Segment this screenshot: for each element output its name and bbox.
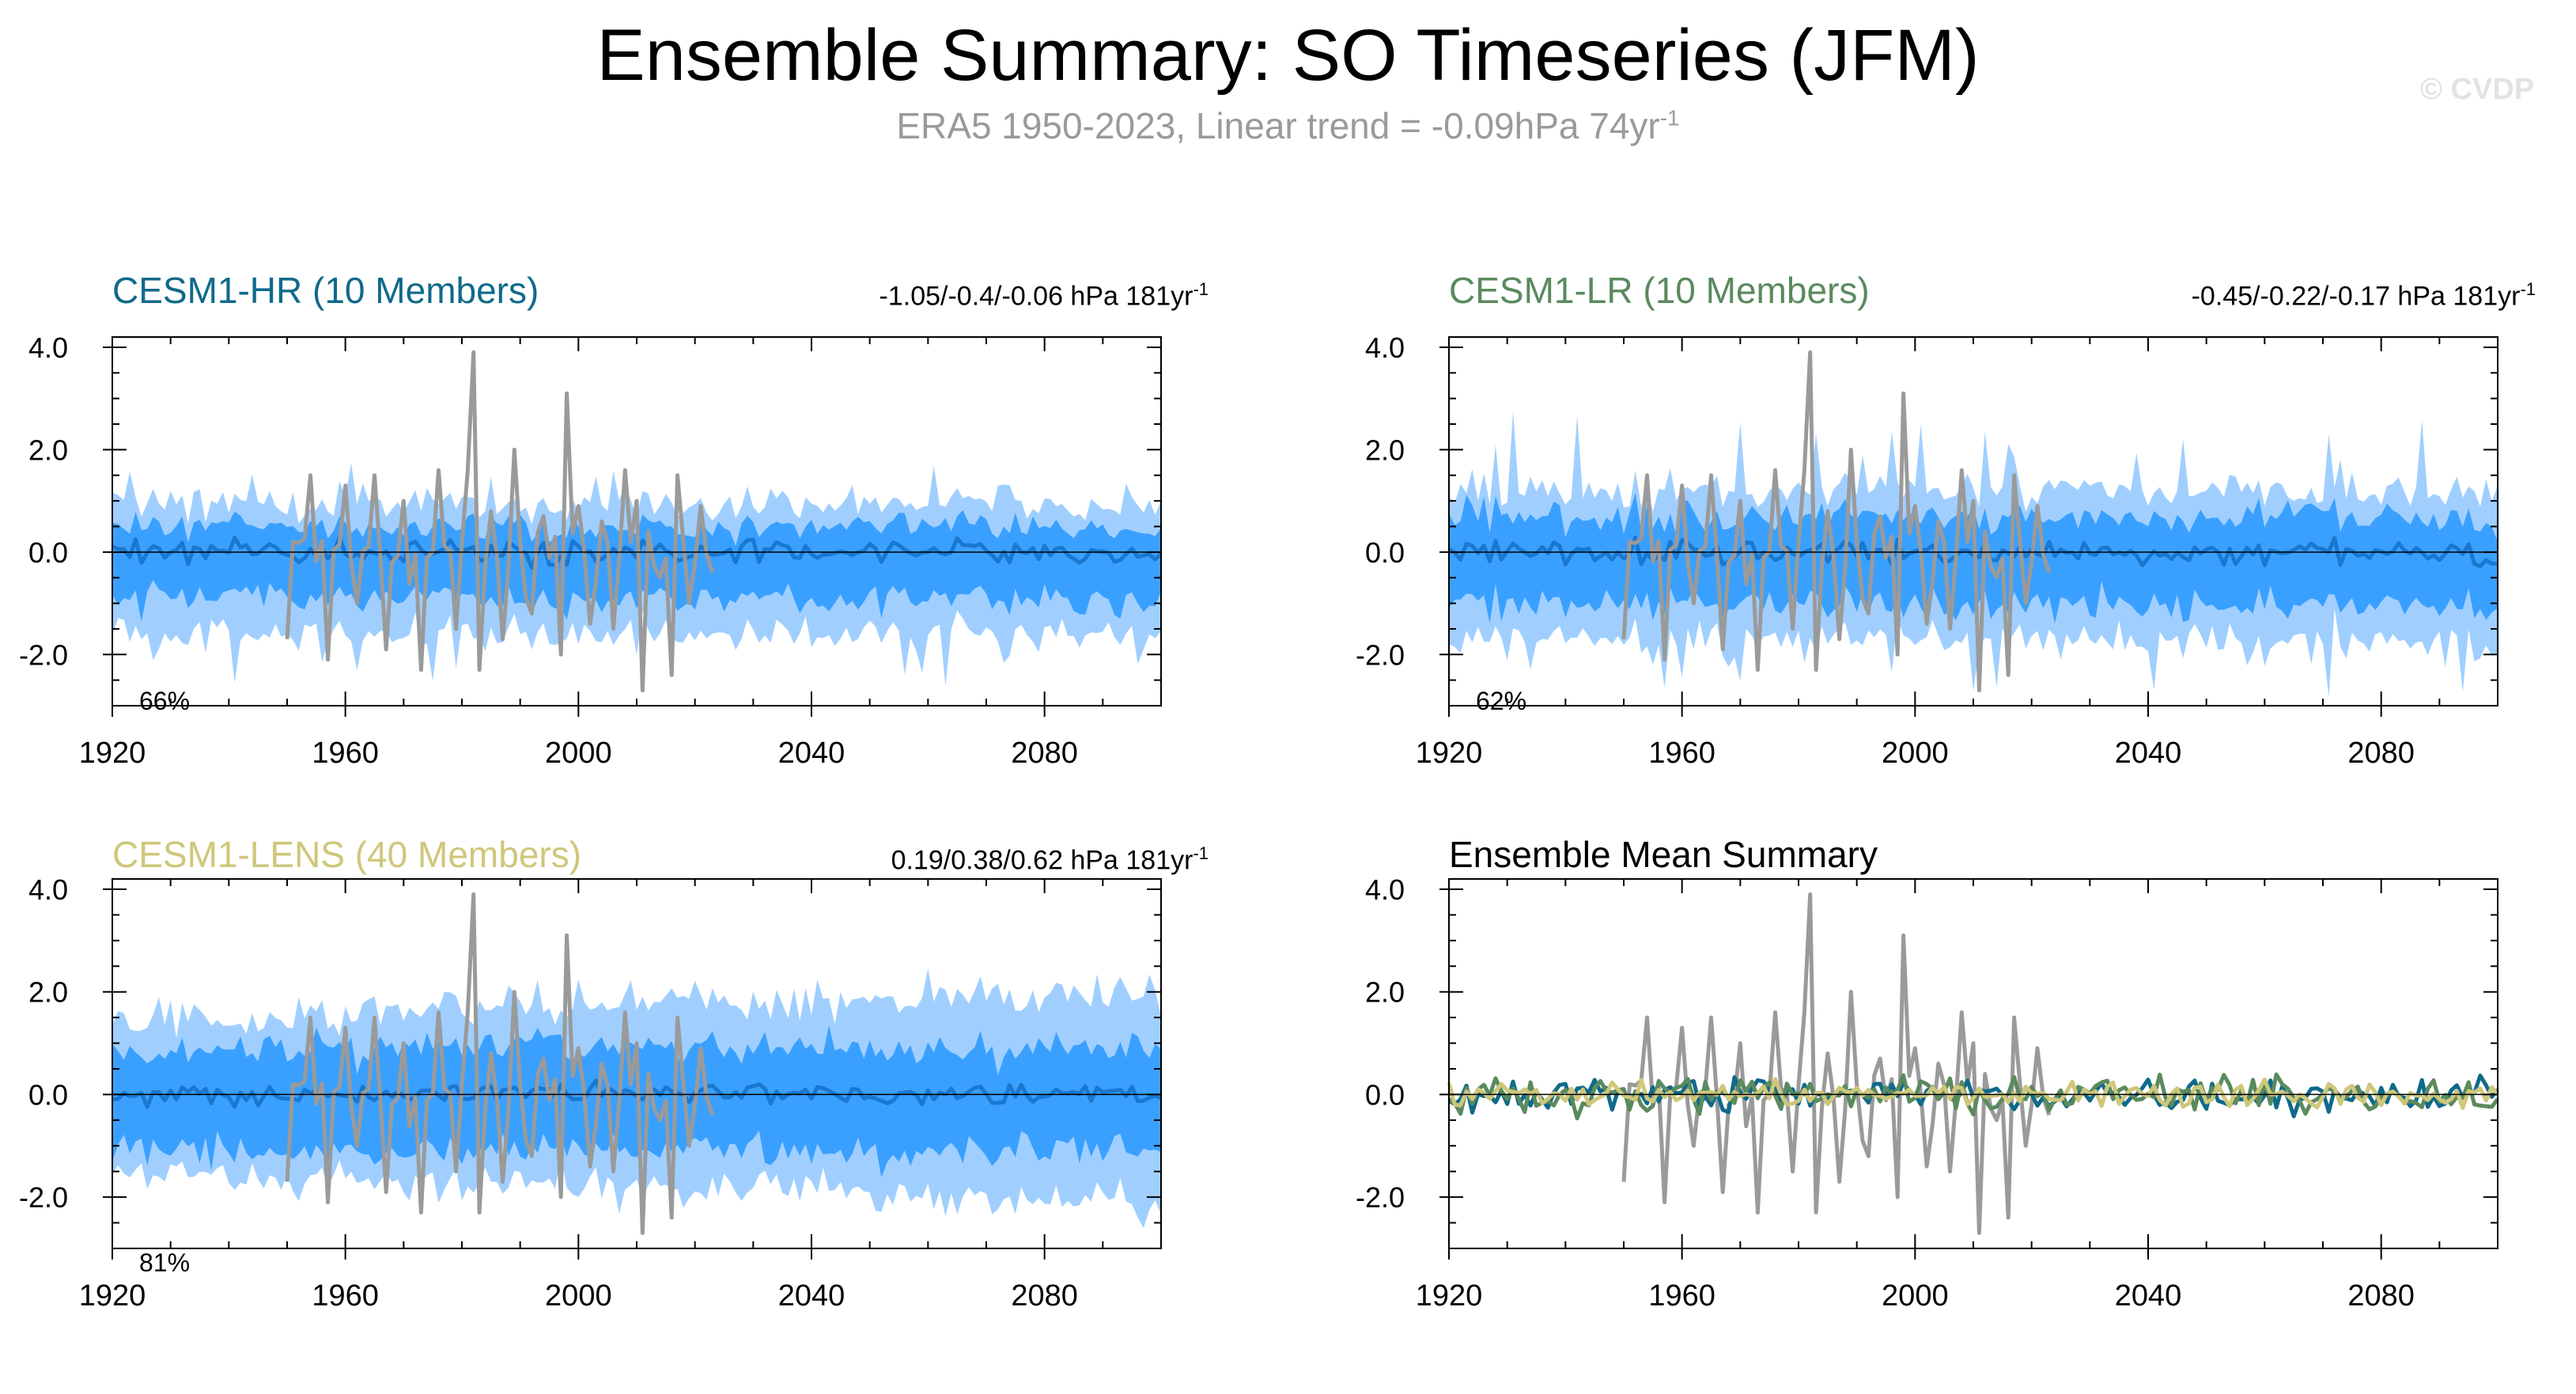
- y-tick-label: 0.0: [1365, 1078, 1405, 1111]
- figure-title: Ensemble Summary: SO Timeseries (JFM): [596, 15, 1980, 96]
- y-tick-label: 0.0: [28, 1078, 68, 1111]
- x-tick-label: 1960: [312, 737, 379, 770]
- subtitle-superscript: -1: [1659, 105, 1680, 131]
- x-tick-label: 2000: [545, 1279, 612, 1313]
- y-tick-label: 4.0: [28, 873, 68, 906]
- panel-summary: 1920 1960 2000 2040 2080 -2.0 0.0 2.0 4.0: [1356, 873, 2500, 1313]
- y-tick-label: -2.0: [1356, 1181, 1405, 1214]
- x-tick-label: 2080: [2347, 1279, 2415, 1313]
- y-tick-label: 4.0: [28, 331, 68, 364]
- x-tick-label: 2040: [778, 1279, 845, 1313]
- y-tick-label: 2.0: [28, 434, 68, 466]
- x-tick-label: 2080: [2347, 737, 2415, 770]
- trend-text-hr: -1.05/-0.4/-0.06 hPa 181yr: [879, 281, 1193, 312]
- panel-title-hr: CESM1-HR (10 Members): [112, 270, 539, 311]
- trend-sup-lr: -1: [2520, 279, 2536, 299]
- y-tick-label: -2.0: [19, 638, 68, 671]
- x-tick-label: 1920: [1416, 737, 1483, 770]
- panel-title-lr: CESM1-LR (10 Members): [1449, 270, 1870, 311]
- x-tick-label: 1920: [79, 737, 146, 770]
- trend-sup-lens: -1: [1193, 843, 1209, 863]
- era5-observed-line: [1621, 350, 2052, 693]
- x-tick-label: 1960: [1648, 737, 1715, 770]
- era5-observed-line: [285, 892, 715, 1235]
- x-tick-label: 1960: [1648, 1279, 1715, 1313]
- panel-title-summary: Ensemble Mean Summary: [1449, 834, 1878, 875]
- subtitle-text: ERA5 1950-2023, Linear trend = -0.09hPa …: [896, 105, 1660, 146]
- figure-subtitle: ERA5 1950-2023, Linear trend = -0.09hPa …: [0, 104, 2576, 147]
- lens-mean-line: [1447, 1077, 2499, 1110]
- era5-observed-line: [285, 350, 715, 693]
- panel-title-lens: CESM1-LENS (40 Members): [112, 834, 582, 875]
- panel-trend-lr: -0.45/-0.22/-0.17 hPa 181yr-1: [1982, 279, 2536, 312]
- x-tick-label: 2000: [1882, 1279, 1949, 1313]
- percent-hr: 66%: [139, 687, 191, 715]
- y-tick-label: 2.0: [1365, 434, 1405, 466]
- x-tick-label: 1920: [1416, 1279, 1483, 1313]
- panel-trend-lens: 0.19/0.38/0.62 hPa 181yr-1: [655, 843, 1209, 876]
- y-tick-label: -2.0: [19, 1181, 68, 1214]
- trend-sup-hr: -1: [1193, 279, 1209, 299]
- watermark: © CVDP: [2420, 73, 2535, 106]
- y-tick-label: 0.0: [1365, 536, 1405, 569]
- trend-text-lr: -0.45/-0.22/-0.17 hPa 181yr: [2191, 281, 2521, 312]
- x-tick-label: 2080: [1011, 1279, 1078, 1313]
- era5-observed-line: [1621, 892, 2052, 1235]
- y-tick-label: 4.0: [1365, 873, 1405, 906]
- y-tick-label: 4.0: [1365, 331, 1405, 364]
- percent-lr: 62%: [1476, 687, 1527, 715]
- trend-text-lens: 0.19/0.38/0.62 hPa 181yr: [891, 845, 1193, 876]
- x-tick-label: 2040: [2115, 737, 2182, 770]
- y-tick-label: 2.0: [28, 976, 68, 1009]
- x-tick-label: 1960: [312, 1279, 379, 1313]
- x-tick-label: 2000: [1882, 737, 1949, 770]
- x-tick-label: 2040: [2115, 1279, 2182, 1313]
- y-tick-label: -2.0: [1356, 638, 1405, 671]
- panel-trend-hr: -1.05/-0.4/-0.06 hPa 181yr-1: [655, 279, 1209, 312]
- y-tick-label: 2.0: [1365, 976, 1405, 1009]
- panel-lens: 1920 1960 2000 2040 2080 -2.0 0.0 2.0 4.0: [19, 873, 1163, 1313]
- y-tick-label: 0.0: [28, 536, 68, 569]
- x-tick-label: 2040: [778, 737, 845, 770]
- x-tick-label: 2080: [1011, 737, 1078, 770]
- panel-hr: 1920 1960 2000 2040 2080 -2.0 0.0 2.0 4.0: [19, 331, 1163, 770]
- inner-spread-band: [112, 509, 1161, 622]
- x-tick-label: 1920: [79, 1279, 146, 1313]
- panel-lr: 1920 1960 2000 2040 2080 -2.0 0.0 2.0 4.0: [1356, 331, 2498, 770]
- x-tick-label: 2000: [545, 737, 612, 770]
- percent-lens: 81%: [139, 1248, 191, 1277]
